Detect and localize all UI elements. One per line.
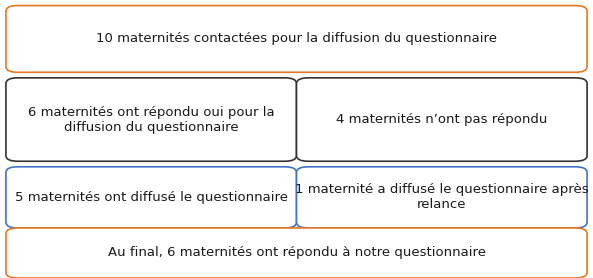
Text: Au final, 6 maternités ont répondu à notre questionnaire: Au final, 6 maternités ont répondu à not… xyxy=(107,247,486,259)
FancyBboxPatch shape xyxy=(6,228,587,278)
Text: 10 maternités contactées pour la diffusion du questionnaire: 10 maternités contactées pour la diffusi… xyxy=(96,33,497,45)
Text: 5 maternités ont diffusé le questionnaire: 5 maternités ont diffusé le questionnair… xyxy=(15,191,288,204)
Text: 1 maternité a diffusé le questionnaire après
relance: 1 maternité a diffusé le questionnaire a… xyxy=(295,183,589,211)
FancyBboxPatch shape xyxy=(296,167,587,228)
FancyBboxPatch shape xyxy=(6,167,296,228)
Text: 6 maternités ont répondu oui pour la
diffusion du questionnaire: 6 maternités ont répondu oui pour la dif… xyxy=(28,106,275,133)
FancyBboxPatch shape xyxy=(296,78,587,161)
FancyBboxPatch shape xyxy=(6,6,587,72)
Text: 4 maternités n’ont pas répondu: 4 maternités n’ont pas répondu xyxy=(336,113,547,126)
FancyBboxPatch shape xyxy=(6,78,296,161)
